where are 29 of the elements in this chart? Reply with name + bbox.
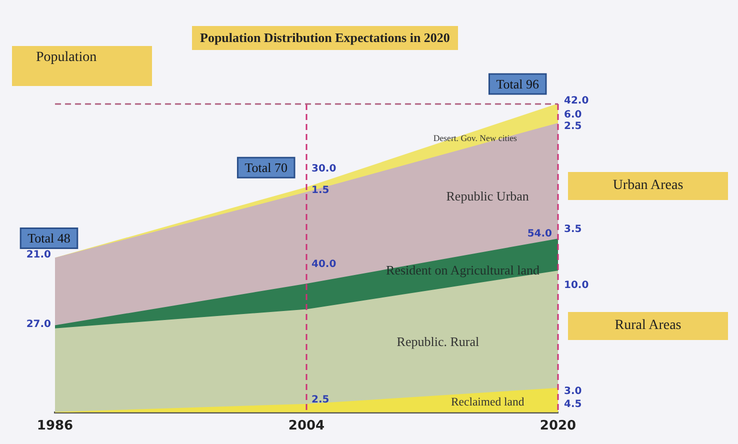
annotation: Total 48 [28, 230, 70, 246]
annotation: 10.0 [564, 280, 589, 292]
annotation: 6.0 [564, 110, 582, 121]
text: Rural Areas [568, 312, 728, 340]
series-label: Republic. Rural [396, 334, 480, 350]
series-label: Republic Urban [446, 188, 530, 204]
annotation: 30.0 [312, 163, 336, 174]
annotation: Total 70 [244, 160, 288, 175]
annotation: 42.0 [564, 96, 589, 107]
annotation: 3.5 [564, 224, 582, 235]
series-label: Desert. Gov. New cities [433, 133, 518, 144]
x-tick-label: 2004 [288, 418, 325, 434]
text: Urban Areas [568, 172, 728, 200]
annotation: 27.0 [26, 318, 52, 330]
annotation: 2.5 [564, 121, 582, 132]
annotation: Total 96 [496, 76, 540, 92]
y-axis-title: Population [12, 46, 152, 86]
x-tick-label: 2020 [540, 418, 576, 434]
series-label: Resident on Agricultural land [386, 262, 540, 278]
annotation: 3.0 [564, 386, 582, 398]
x-tick-label: 1986 [36, 418, 74, 434]
annotation: 2.5 [312, 394, 330, 406]
annotation: 54.0 [527, 228, 552, 240]
annotation: 4.5 [564, 398, 582, 410]
annotation: 1.5 [312, 184, 330, 196]
annotation: 21.0 [26, 250, 52, 261]
series-label: Reclaimed land [450, 396, 524, 409]
chart-title: Population Distribution Expectations in 2020 [192, 26, 458, 50]
annotation: 40.0 [312, 258, 336, 270]
